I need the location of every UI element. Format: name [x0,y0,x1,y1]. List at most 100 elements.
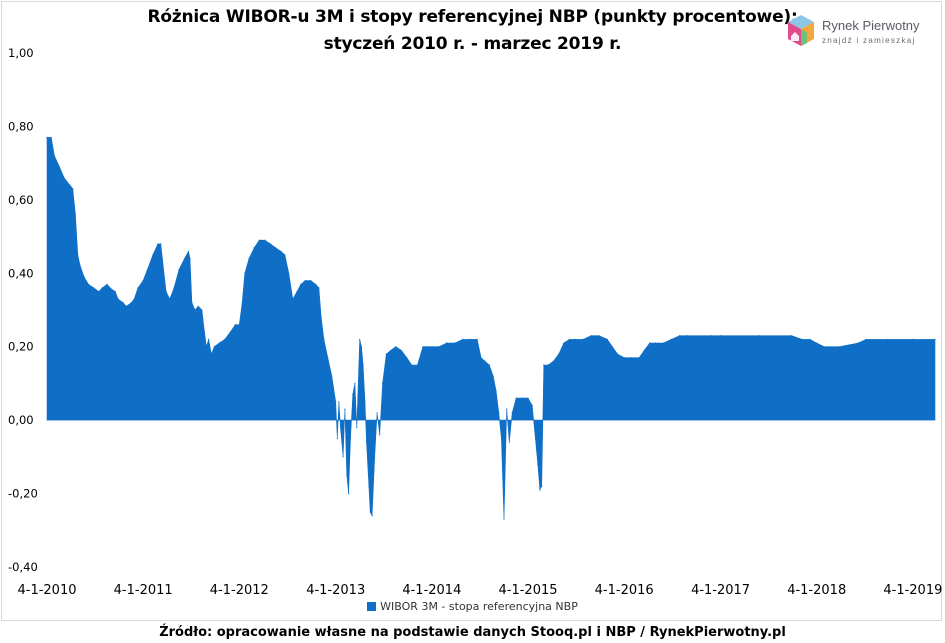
data-point [288,272,290,274]
y-tick-label: 1,00 [8,46,34,60]
x-tick-label: 4-1-2019 [883,583,942,598]
data-point [352,393,354,395]
data-point [369,511,371,513]
data-point [109,287,111,289]
data-point [649,342,651,344]
data-point [130,302,132,304]
data-point [304,280,306,282]
data-point [160,243,162,245]
data-point [320,316,322,318]
data-point [125,305,127,307]
data-point [558,353,560,355]
data-point [362,364,364,366]
data-point [912,338,914,340]
data-point [157,243,159,245]
chart-title: Różnica WIBOR-u 3M i stopy referencyjnej… [147,7,798,27]
data-point [379,434,381,436]
data-point [508,441,510,443]
data-point [117,298,119,300]
data-point [197,305,199,307]
data-point [606,338,608,340]
data-point [201,309,203,311]
data-point [264,239,266,241]
y-tick-label: -0,40 [8,560,38,574]
data-point [462,338,464,340]
data-point [187,250,190,252]
data-point [476,338,478,340]
data-point [213,346,215,348]
logo-tagline: znajdź i zamieszkaj [822,36,916,45]
data-point [165,291,167,293]
y-tick-label: -0,20 [8,487,38,501]
data-point [422,346,424,348]
data-point [503,518,505,520]
data-point [342,456,344,458]
data-point [359,338,361,340]
data-point [711,335,713,337]
data-point [173,287,175,289]
data-point [364,401,366,403]
rynek-pierwotny-logo[interactable]: Rynek Pierwotny znajdź i zamieszkaj [786,14,936,54]
data-point [568,338,571,340]
data-point [79,265,81,267]
series-area [46,137,936,520]
data-point [203,331,206,333]
x-tick-label: 4-1-2012 [210,583,269,598]
data-point [280,250,282,252]
legend-swatch [367,601,377,611]
data-point [53,155,56,157]
data-point [857,342,859,344]
data-point [382,382,384,384]
data-point [839,346,841,348]
data-point [241,302,243,304]
data-point [339,426,342,429]
data-point [318,287,320,289]
data-point [137,287,139,289]
data-point [284,254,286,256]
data-point [416,364,418,366]
y-tick-label: 0,60 [8,193,34,207]
y-tick-label: 0,20 [8,340,34,354]
data-point [161,258,163,260]
data-point [354,382,356,384]
data-point [58,166,61,168]
data-point [539,489,541,491]
data-point [194,309,196,311]
data-point [106,283,108,285]
data-point [498,412,500,414]
data-point [537,463,539,465]
data-point [552,360,554,362]
data-point [670,338,672,340]
data-point [269,243,271,245]
x-tick-label: 4-1-2014 [402,583,461,598]
data-point [522,397,524,399]
data-point [385,353,387,355]
x-tick-label: 4-1-2011 [114,583,173,598]
data-point [371,515,373,517]
data-point [582,338,584,340]
data-point [274,247,276,249]
data-point [205,346,207,348]
data-point [133,298,135,300]
data-point [46,136,48,138]
data-point [630,357,633,359]
y-tick-label: 0,80 [8,119,34,133]
data-point [87,283,89,285]
data-point [934,338,936,340]
data-point [611,346,613,348]
data-point [63,177,65,179]
data-point [338,401,340,403]
data-point [534,437,537,440]
x-tick-label: 4-1-2016 [595,583,654,598]
data-point [678,335,681,337]
data-point [376,412,378,414]
data-point [492,375,494,377]
data-point [248,258,250,260]
data-point [348,493,350,495]
data-point [531,404,533,407]
data-point [253,247,255,249]
data-point [69,184,71,186]
chart-subtitle: styczeń 2010 r. - marzec 2019 r. [323,34,622,54]
data-point [431,346,433,348]
legend-label: WIBOR 3M - stopa referencyjna NBP [380,600,578,613]
